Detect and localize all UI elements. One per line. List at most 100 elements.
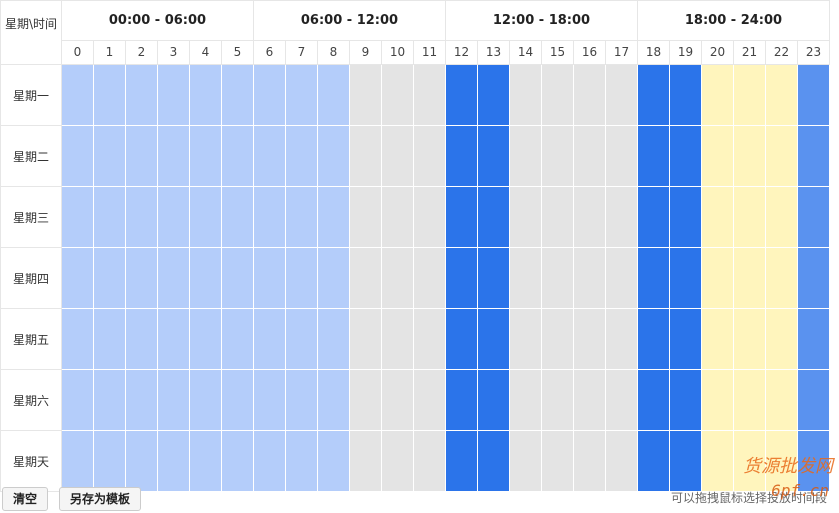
time-slot-cell[interactable] [445,125,478,187]
time-slot-cell[interactable] [701,186,734,248]
time-slot-cell[interactable] [477,186,510,248]
time-slot-cell[interactable] [765,186,798,248]
time-slot-cell[interactable] [733,430,766,492]
time-slot-cell[interactable] [61,430,94,492]
time-slot-cell[interactable] [285,247,318,309]
time-slot-cell[interactable] [413,308,446,370]
time-slot-cell[interactable] [573,308,606,370]
time-slot-cell[interactable] [477,430,510,492]
time-slot-cell[interactable] [541,125,574,187]
time-slot-cell[interactable] [285,430,318,492]
time-slot-cell[interactable] [125,369,158,431]
time-slot-cell[interactable] [253,64,286,126]
time-slot-cell[interactable] [733,125,766,187]
hour-header-21[interactable]: 21 [733,39,766,66]
time-slot-cell[interactable] [317,247,350,309]
time-slot-cell[interactable] [765,308,798,370]
time-slot-cell[interactable] [445,430,478,492]
time-slot-cell[interactable] [317,369,350,431]
time-slot-cell[interactable] [221,186,254,248]
hour-header-3[interactable]: 3 [157,39,190,66]
time-slot-cell[interactable] [605,308,638,370]
time-slot-cell[interactable] [701,369,734,431]
time-slot-cell[interactable] [317,186,350,248]
clear-button[interactable]: 清空 [2,487,49,511]
time-slot-cell[interactable] [701,125,734,187]
time-range-header[interactable]: 00:00 - 06:00 [61,0,254,41]
time-slot-cell[interactable] [189,369,222,431]
hour-header-9[interactable]: 9 [349,39,382,66]
time-slot-cell[interactable] [381,64,414,126]
time-slot-cell[interactable] [413,186,446,248]
time-slot-cell[interactable] [253,186,286,248]
time-slot-cell[interactable] [93,430,126,492]
time-slot-cell[interactable] [61,247,94,309]
time-slot-cell[interactable] [189,430,222,492]
time-slot-cell[interactable] [381,369,414,431]
hour-header-6[interactable]: 6 [253,39,286,66]
time-slot-cell[interactable] [317,308,350,370]
time-slot-cell[interactable] [509,369,542,431]
time-slot-cell[interactable] [605,186,638,248]
time-slot-cell[interactable] [93,308,126,370]
time-slot-cell[interactable] [573,64,606,126]
time-slot-cell[interactable] [189,247,222,309]
time-slot-cell[interactable] [445,247,478,309]
time-slot-cell[interactable] [125,308,158,370]
time-slot-cell[interactable] [669,430,702,492]
time-slot-cell[interactable] [125,64,158,126]
time-slot-cell[interactable] [445,308,478,370]
time-slot-cell[interactable] [797,125,830,187]
time-slot-cell[interactable] [93,64,126,126]
time-slot-cell[interactable] [157,430,190,492]
time-slot-cell[interactable] [541,369,574,431]
time-slot-cell[interactable] [573,125,606,187]
time-slot-cell[interactable] [573,186,606,248]
time-slot-cell[interactable] [381,186,414,248]
time-slot-cell[interactable] [669,369,702,431]
time-slot-cell[interactable] [765,125,798,187]
time-slot-cell[interactable] [765,247,798,309]
time-slot-cell[interactable] [573,247,606,309]
time-slot-cell[interactable] [157,64,190,126]
time-slot-cell[interactable] [285,64,318,126]
time-slot-cell[interactable] [93,369,126,431]
time-slot-cell[interactable] [285,125,318,187]
day-label[interactable]: 星期一 [0,64,62,126]
time-slot-cell[interactable] [605,369,638,431]
time-slot-cell[interactable] [733,369,766,431]
time-slot-cell[interactable] [701,308,734,370]
time-slot-cell[interactable] [221,308,254,370]
time-slot-cell[interactable] [413,125,446,187]
time-slot-cell[interactable] [733,64,766,126]
time-slot-cell[interactable] [189,186,222,248]
time-slot-cell[interactable] [765,64,798,126]
time-slot-cell[interactable] [317,430,350,492]
time-slot-cell[interactable] [733,308,766,370]
time-slot-cell[interactable] [605,430,638,492]
hour-header-5[interactable]: 5 [221,39,254,66]
time-slot-cell[interactable] [797,430,830,492]
time-slot-cell[interactable] [669,247,702,309]
time-range-header[interactable]: 06:00 - 12:00 [253,0,446,41]
time-slot-cell[interactable] [61,186,94,248]
day-label[interactable]: 星期天 [0,430,62,492]
day-label[interactable]: 星期六 [0,369,62,431]
time-slot-cell[interactable] [349,125,382,187]
time-slot-cell[interactable] [637,125,670,187]
time-slot-cell[interactable] [349,247,382,309]
day-label[interactable]: 星期五 [0,308,62,370]
time-slot-cell[interactable] [509,247,542,309]
time-slot-cell[interactable] [573,369,606,431]
save-template-button[interactable]: 另存为模板 [59,487,142,511]
time-slot-cell[interactable] [349,186,382,248]
time-slot-cell[interactable] [701,247,734,309]
time-slot-cell[interactable] [61,308,94,370]
time-slot-cell[interactable] [285,186,318,248]
time-slot-cell[interactable] [157,308,190,370]
time-slot-cell[interactable] [765,430,798,492]
time-slot-cell[interactable] [349,369,382,431]
time-slot-cell[interactable] [285,308,318,370]
time-slot-cell[interactable] [637,430,670,492]
time-slot-cell[interactable] [445,186,478,248]
